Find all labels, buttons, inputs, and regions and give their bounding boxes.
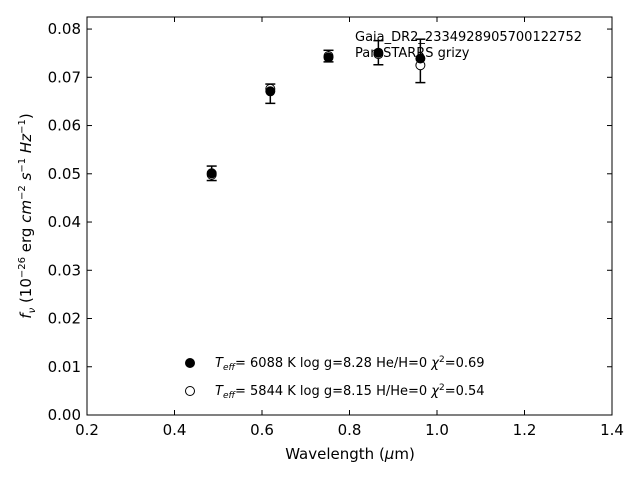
filled-model-point — [373, 47, 384, 58]
axis-ticks: 0.2 0.4 0.6 0.8 1.0 1.2 1.4 0.00 0.01 0.02 0.03 0.0… — [48, 17, 624, 439]
x-tick-label: 1.0 — [425, 421, 449, 439]
y-tick-label: 0.01 — [48, 358, 81, 376]
x-tick-label: 1.4 — [600, 421, 624, 439]
y-tick-label: 0.04 — [48, 213, 81, 231]
y-tick-label: 0.05 — [48, 165, 81, 183]
legend: Teff= 6088 K log g=8.28 He/H=0 χ2=0.69 T… — [185, 355, 485, 401]
y-tick-label: 0.08 — [48, 20, 81, 38]
y-tick-label: 0.07 — [48, 68, 81, 86]
filled-model-point — [206, 168, 217, 179]
filled-model-point — [265, 86, 276, 97]
filled-model-point — [323, 52, 334, 63]
y-tick-label: 0.06 — [48, 117, 81, 135]
legend-marker-filled — [185, 358, 195, 368]
object-name-annotation: Gaia_DR2_2334928905700122752 — [355, 30, 582, 45]
legend-entry-2: Teff= 5844 K log g=8.15 H/He=0 χ2=0.54 — [215, 383, 485, 401]
y-tick-label: 0.02 — [48, 310, 81, 328]
y-tick-label: 0.00 — [48, 406, 81, 424]
survey-annotation: Pan-STARRS grizy — [355, 46, 470, 61]
x-tick-label: 0.6 — [250, 421, 274, 439]
legend-entry-1: Teff= 6088 K log g=8.28 He/H=0 χ2=0.69 — [215, 355, 485, 373]
data-points — [206, 38, 426, 182]
x-tick-label: 0.4 — [163, 421, 187, 439]
x-tick-label: 1.2 — [513, 421, 537, 439]
x-axis-label: Wavelength (μm) — [285, 445, 415, 463]
legend-marker-open — [185, 386, 195, 396]
x-tick-label: 0.8 — [338, 421, 362, 439]
filled-model-point — [415, 53, 426, 64]
y-tick-label: 0.03 — [48, 261, 81, 279]
y-axis-label: fν (10−26 erg cm−2 s−1 Hz−1) — [17, 113, 38, 318]
x-tick-label: 0.2 — [75, 421, 99, 439]
